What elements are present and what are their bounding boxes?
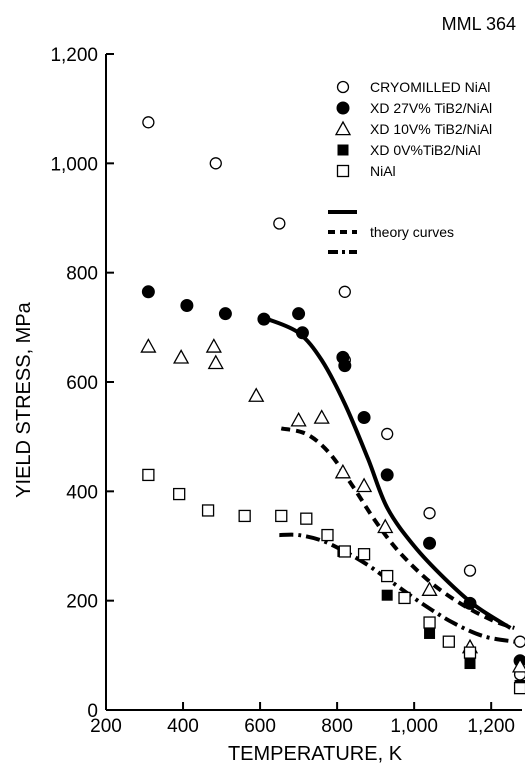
x-tick-label: 200 [90, 716, 122, 737]
series-open-circle [142, 116, 525, 681]
theory-curves [266, 317, 515, 644]
tick-marks [105, 53, 493, 711]
data-point [140, 338, 157, 353]
data-point [423, 507, 436, 520]
data-point [380, 468, 394, 482]
theory-curve-solid [266, 317, 512, 630]
x-tick-label: 1,000 [390, 716, 438, 737]
data-point [424, 627, 436, 639]
x-tick-label: 1,200 [467, 716, 515, 737]
data-point [142, 468, 155, 482]
data-point [357, 548, 371, 561]
legend-theory-curves-label: theory curves [370, 224, 454, 240]
data-point [207, 354, 224, 370]
data-point [421, 581, 438, 596]
data-point [377, 518, 394, 534]
data-point [381, 427, 394, 441]
legend-marker [336, 164, 350, 178]
legend-label: XD 27V% TiB2/NiAl [370, 100, 492, 116]
data-point [180, 298, 194, 312]
data-point [173, 349, 190, 364]
legend-label: XD 10V% TiB2/NiAl [370, 121, 492, 137]
data-point [381, 589, 393, 601]
data-point [423, 536, 437, 550]
tick-labels: 200 400 600 800 1,000 1,20002004006008001,000… [50, 45, 515, 737]
data-point [173, 487, 186, 501]
y-axis-title: YIELD STRESS, MPa [13, 301, 35, 497]
data-point [273, 217, 286, 230]
data-point [513, 681, 525, 695]
theory-curve-dash [280, 426, 515, 630]
series-open-triangle [140, 338, 525, 673]
data-point [442, 635, 455, 648]
x-axis-title: TEMPERATURE, K [228, 743, 403, 765]
y-tick-label: 400 [66, 482, 98, 503]
data-point [257, 312, 271, 326]
y-tick-label: 1,000 [50, 154, 98, 175]
data-point [290, 411, 307, 427]
data-point [141, 285, 155, 299]
legend-marker [336, 101, 350, 115]
data-point [338, 545, 351, 558]
data-point [313, 409, 330, 424]
data-point [463, 646, 477, 659]
data-point [205, 338, 222, 353]
data-point [423, 616, 436, 629]
legend-marker [337, 144, 349, 156]
data-point [463, 596, 477, 610]
data-point [334, 463, 351, 479]
data-point [238, 509, 251, 523]
legend: CRYOMILLED NiAl XD 27V% TiB2/NiAl XD 10V% … [328, 79, 492, 254]
data-point [300, 512, 313, 525]
data-point [295, 326, 309, 340]
y-tick-label: 200 [66, 592, 98, 613]
data-point [201, 504, 215, 517]
theory-curve-dash-dot [279, 532, 515, 644]
data-point [463, 564, 477, 577]
data-point [218, 307, 232, 321]
data-point [338, 285, 351, 298]
series-open-square [142, 468, 525, 695]
legend-marker [336, 80, 350, 94]
legend-label: NiAl [370, 163, 396, 179]
series-filled-circle [141, 285, 525, 668]
legend-label: XD 0V%TiB2/NiAl [370, 142, 481, 158]
y-tick-label: 1,200 [50, 45, 98, 66]
y-tick-label: 800 [66, 264, 98, 285]
legend-marker [334, 120, 352, 136]
x-tick-label: 800 [321, 716, 353, 737]
figure-id-label: MML 364 [442, 14, 516, 34]
x-tick-label: 600 [244, 716, 276, 737]
data-points [140, 116, 525, 695]
data-point [398, 591, 411, 605]
data-point [321, 528, 334, 542]
data-point [292, 307, 306, 321]
legend-label: CRYOMILLED NiAl [370, 79, 490, 95]
data-point [338, 359, 352, 373]
data-point [355, 477, 373, 493]
data-point [513, 635, 525, 648]
x-tick-label: 400 [167, 716, 199, 737]
y-tick-label: 600 [66, 373, 98, 394]
data-point [275, 509, 288, 523]
data-point [142, 116, 155, 129]
y-tick-label: 0 [87, 701, 98, 722]
data-point [464, 658, 476, 670]
data-point [357, 411, 371, 425]
data-point [381, 569, 394, 583]
data-point [209, 157, 222, 170]
data-point [248, 387, 265, 402]
data-point [511, 657, 525, 673]
